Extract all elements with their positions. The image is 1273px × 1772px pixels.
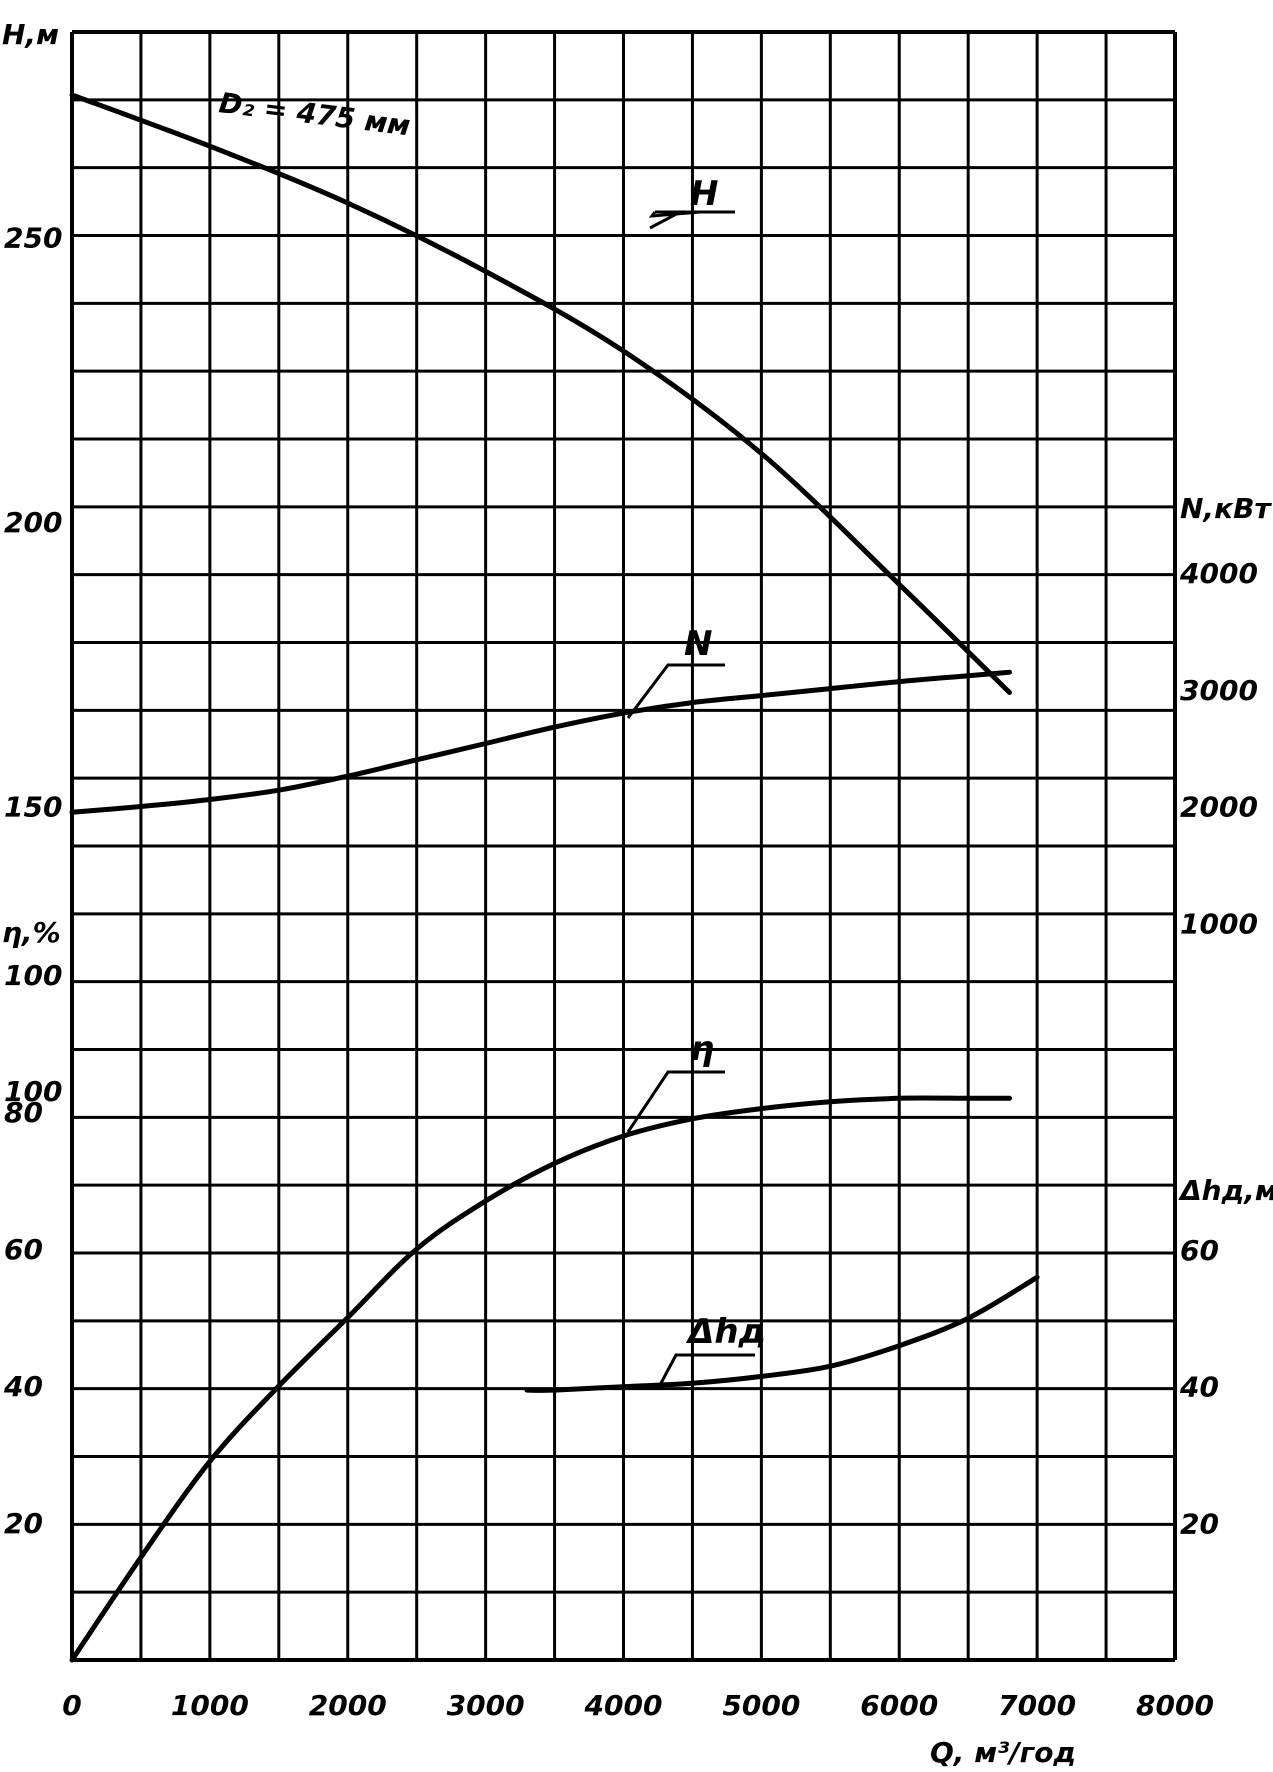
series-n-curve bbox=[69, 669, 1012, 815]
x-tick-label: 5000 bbox=[722, 1689, 800, 1722]
diameter-annotation: D₂ = 475 мм bbox=[217, 86, 412, 142]
eta-tick-label: 40 bbox=[3, 1370, 43, 1403]
x-tick-label: 6000 bbox=[860, 1689, 938, 1722]
labels: H,м η,% N,кВт Δhд,м Q, м³/год D₂ = 475 м… bbox=[2, 18, 1273, 1769]
dh-axis-label: Δhд,м bbox=[1178, 1174, 1273, 1207]
series-dh-curve bbox=[524, 1274, 1040, 1393]
n-tick-label: 4000 bbox=[1179, 557, 1258, 590]
leader-n-line bbox=[626, 663, 725, 719]
x-tick-label: 0 bbox=[62, 1689, 81, 1722]
curve-label-eta: η bbox=[690, 1029, 714, 1069]
x-tick-label: 2000 bbox=[309, 1689, 387, 1722]
leader-h-line bbox=[649, 210, 735, 230]
x-tick-label: 7000 bbox=[998, 1689, 1076, 1722]
curve-label-dh: Δhд bbox=[685, 1312, 766, 1352]
curve-label-h: H bbox=[690, 174, 718, 214]
x-tick-label: 1000 bbox=[171, 1689, 249, 1722]
n-tick-label: 2000 bbox=[1180, 791, 1258, 824]
leader-dh-line bbox=[658, 1353, 755, 1386]
grid: 0 1000 2000 3000 4000 5000 6000 7000 8000 250 200 1… bbox=[3, 30, 1258, 1722]
eta-tick-label: 80 bbox=[4, 1096, 43, 1129]
eta-tick-label: 100 bbox=[4, 959, 62, 992]
dh-tick-label: 40 bbox=[1179, 1371, 1219, 1404]
eta-tick-label: 20 bbox=[4, 1507, 43, 1540]
h-tick-label: 200 bbox=[4, 506, 62, 539]
x-tick-label: 3000 bbox=[447, 1689, 525, 1722]
series-eta-curve bbox=[69, 1095, 1012, 1663]
eta-axis-label: η,% bbox=[2, 916, 61, 949]
h-tick-label: 150 bbox=[4, 790, 62, 823]
leader-eta-line bbox=[626, 1070, 725, 1133]
h-tick-label: 250 bbox=[4, 221, 62, 254]
curve-label-n: N bbox=[684, 624, 712, 664]
dh-tick-label: 20 bbox=[1180, 1507, 1219, 1540]
x-axis-label: Q, м³/год bbox=[930, 1736, 1076, 1769]
n-axis-label: N,кВт bbox=[1180, 492, 1272, 525]
eta-tick-label: 60 bbox=[4, 1233, 43, 1266]
dh-tick-label: 60 bbox=[1180, 1234, 1219, 1267]
n-tick-label: 3000 bbox=[1180, 674, 1258, 707]
x-tick-label: 8000 bbox=[1136, 1689, 1214, 1722]
h-tick-label: 100 bbox=[4, 1075, 62, 1108]
x-tick-label: 4000 bbox=[584, 1689, 663, 1722]
series-h-curve bbox=[69, 92, 1012, 695]
n-tick-label: 1000 bbox=[1180, 907, 1258, 940]
curves bbox=[69, 92, 1040, 1663]
h-axis-label: H,м bbox=[2, 18, 59, 51]
